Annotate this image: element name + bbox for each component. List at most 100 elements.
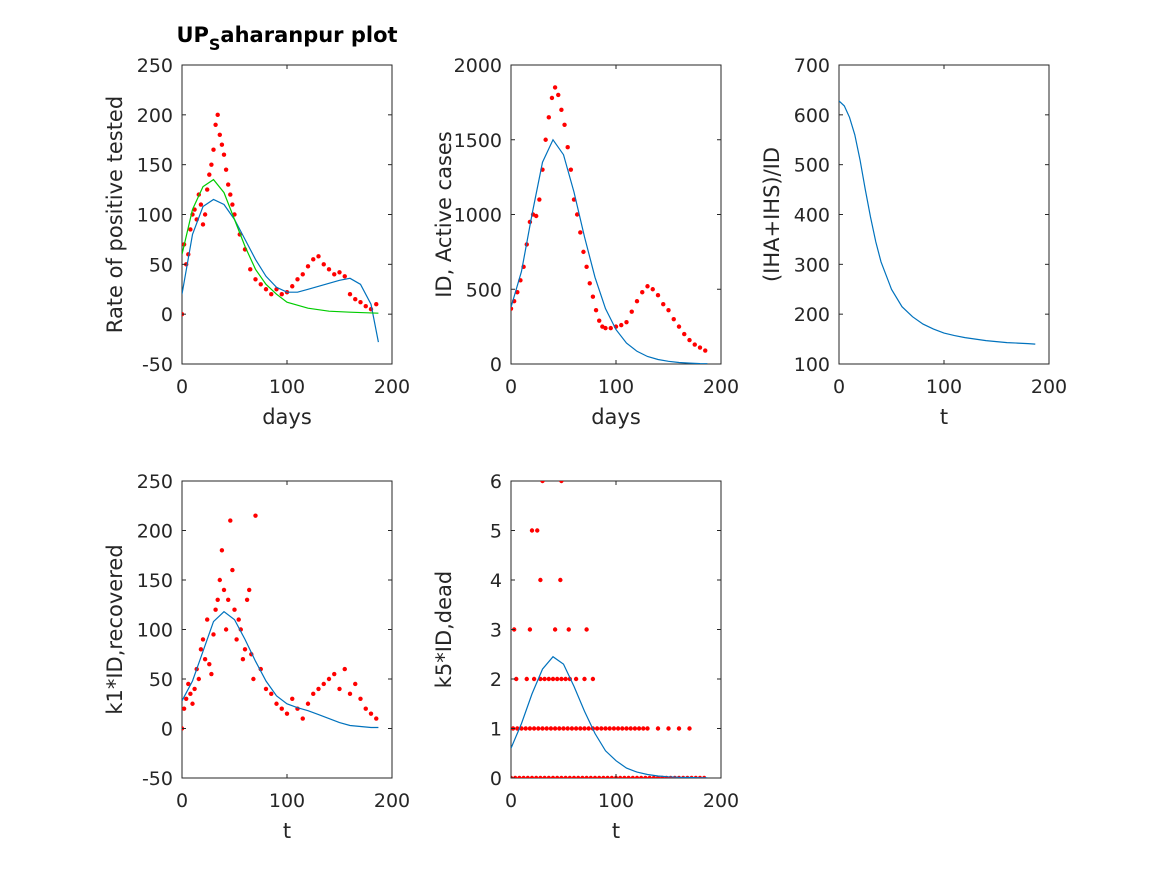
data-point <box>676 324 682 329</box>
data-point <box>582 726 587 731</box>
data-point <box>640 290 645 295</box>
plot-area <box>839 100 1036 345</box>
data-point <box>217 577 222 583</box>
data-point <box>634 299 640 304</box>
fit-line <box>839 100 1036 345</box>
data-point <box>226 597 231 602</box>
data-point <box>226 182 231 187</box>
y-axis-label: ID, Active cases <box>432 131 456 298</box>
data-point <box>641 726 646 731</box>
data-point <box>326 676 332 682</box>
data-point <box>511 775 514 778</box>
x-axis-label: t <box>283 819 291 843</box>
data-point <box>211 632 216 637</box>
data-point <box>342 666 347 672</box>
y-tick-label: 0 <box>161 304 173 326</box>
data-point <box>527 726 533 731</box>
data-point <box>546 775 551 778</box>
data-point <box>253 277 258 282</box>
data-point <box>521 775 526 778</box>
data-point <box>687 726 692 731</box>
y-tick-label: 0 <box>490 354 502 376</box>
data-point <box>576 775 581 778</box>
data-point <box>584 627 589 632</box>
data-point <box>599 726 604 731</box>
x-tick-label: 100 <box>598 376 634 398</box>
data-point <box>552 627 558 632</box>
data-point <box>578 726 583 731</box>
data-point <box>682 331 687 337</box>
data-point <box>223 627 229 632</box>
subplot-3: 0 100 200100200300400500600700t(IHA+IHS)/I… <box>760 55 1067 429</box>
x-tick-label: 200 <box>374 376 410 398</box>
data-point <box>514 676 519 682</box>
data-point <box>550 775 556 778</box>
data-point <box>535 528 540 533</box>
data-point <box>524 676 529 682</box>
data-point <box>555 775 560 778</box>
data-point <box>593 307 599 313</box>
data-point <box>556 92 561 98</box>
data-point <box>347 691 353 697</box>
data-point <box>582 676 587 682</box>
data-point <box>234 637 239 642</box>
x-tick-label: 0 <box>833 376 845 398</box>
x-axis-label: t <box>612 819 620 843</box>
data-point <box>540 726 545 731</box>
data-point <box>316 686 321 692</box>
plot-area <box>182 112 379 343</box>
data-point <box>557 726 562 731</box>
data-point <box>221 152 227 157</box>
data-point <box>634 775 640 778</box>
data-point <box>639 775 644 778</box>
data-point <box>279 706 284 711</box>
data-point <box>559 481 564 484</box>
data-point <box>552 726 558 731</box>
x-tick-label: 200 <box>374 790 410 812</box>
y-tick-label: 100 <box>794 354 830 376</box>
data-point <box>205 187 210 192</box>
data-point <box>538 775 543 778</box>
data-point <box>546 115 551 120</box>
data-point <box>368 711 374 716</box>
data-point <box>211 147 216 152</box>
data-point <box>559 775 564 778</box>
x-tick-label: 100 <box>598 790 634 812</box>
data-point <box>666 726 671 731</box>
data-point <box>655 726 661 731</box>
y-tick-label: 4 <box>490 570 502 592</box>
data-point <box>529 528 535 533</box>
data-point <box>207 172 212 177</box>
data-point <box>550 676 556 682</box>
data-point <box>569 726 575 731</box>
data-point <box>274 701 279 706</box>
y-tick-label: 5 <box>490 521 502 543</box>
data-point <box>305 701 311 706</box>
data-point <box>284 711 290 716</box>
data-point <box>205 617 210 622</box>
data-point <box>244 597 250 602</box>
y-tick-label: 200 <box>137 105 173 127</box>
data-point <box>558 577 563 583</box>
x-tick-label: 200 <box>703 376 739 398</box>
data-point <box>316 254 321 259</box>
data-point <box>202 657 208 662</box>
y-tick-label: 150 <box>137 570 173 592</box>
x-tick-label: 100 <box>269 376 305 398</box>
y-tick-label: 100 <box>137 205 173 227</box>
y-axis-label: k1*ID,recovered <box>103 544 127 714</box>
data-point <box>594 726 600 731</box>
data-point <box>561 726 566 731</box>
data-point <box>269 691 274 697</box>
data-point <box>511 306 514 311</box>
data-point <box>213 607 218 612</box>
data-point <box>587 281 592 286</box>
y-tick-label: 0 <box>161 719 173 741</box>
data-point <box>632 726 638 731</box>
y-tick-label: 250 <box>137 55 173 77</box>
data-point <box>603 726 608 731</box>
data-point <box>703 348 708 353</box>
x-axis-label: days <box>262 405 312 429</box>
y-axis-label: k5*ID,dead <box>432 571 456 689</box>
data-point <box>531 726 537 731</box>
